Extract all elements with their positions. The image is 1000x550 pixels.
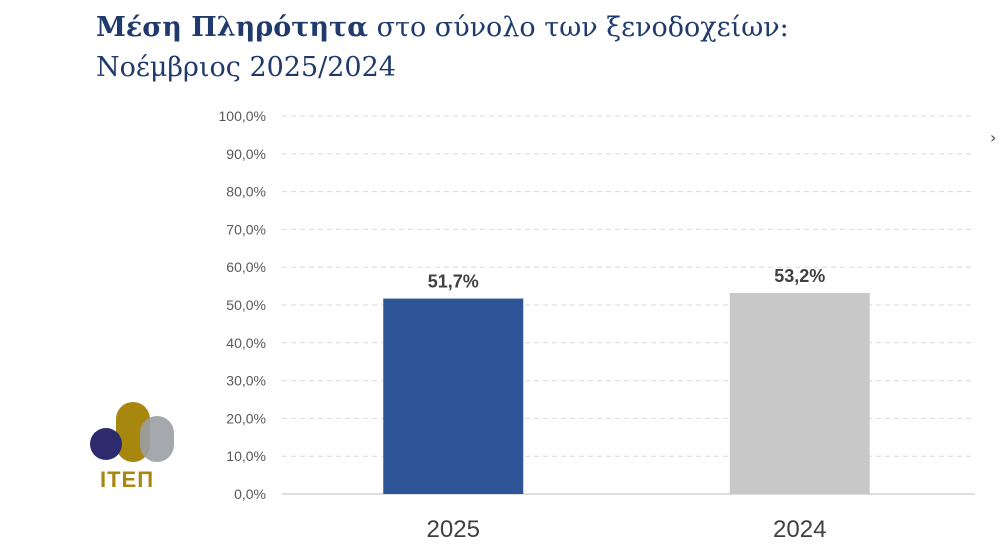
y-tick-label: 70,0%	[226, 221, 266, 237]
bar-2024	[729, 292, 870, 494]
logo-text: ΙΤΕΠ	[100, 467, 155, 492]
y-tick-label: 90,0%	[226, 146, 266, 162]
edge-arrow-icon: ›	[990, 128, 997, 147]
x-tick-label: 2024	[773, 516, 826, 543]
y-tick-label: 40,0%	[226, 335, 266, 351]
y-tick-label: 80,0%	[226, 184, 266, 200]
y-tick-label: 50,0%	[226, 297, 266, 313]
data-label: 53,2%	[774, 266, 825, 286]
data-label: 51,7%	[428, 272, 479, 292]
title-line-2: Νοέμβριος 2025/2024	[96, 52, 396, 83]
title-bold: Μέση Πληρότητα	[96, 12, 369, 43]
y-tick-label: 30,0%	[226, 373, 266, 389]
y-tick-label: 20,0%	[226, 410, 266, 426]
title-rest: στο σύνολο των ξενοδοχείων:	[368, 12, 789, 43]
x-tick-label: 2025	[427, 516, 480, 543]
y-tick-label: 60,0%	[226, 259, 266, 275]
title-line-1: Μέση Πληρότητα στο σύνολο των ξενοδοχείω…	[96, 8, 976, 48]
y-tick-label: 0,0%	[234, 486, 266, 502]
y-tick-label: 100,0%	[219, 108, 266, 124]
y-tick-label: 10,0%	[226, 448, 266, 464]
bar-2025	[383, 298, 524, 494]
itep-logo-icon	[90, 402, 174, 462]
chart-title: Μέση Πληρότητα στο σύνολο των ξενοδοχείω…	[96, 8, 976, 88]
